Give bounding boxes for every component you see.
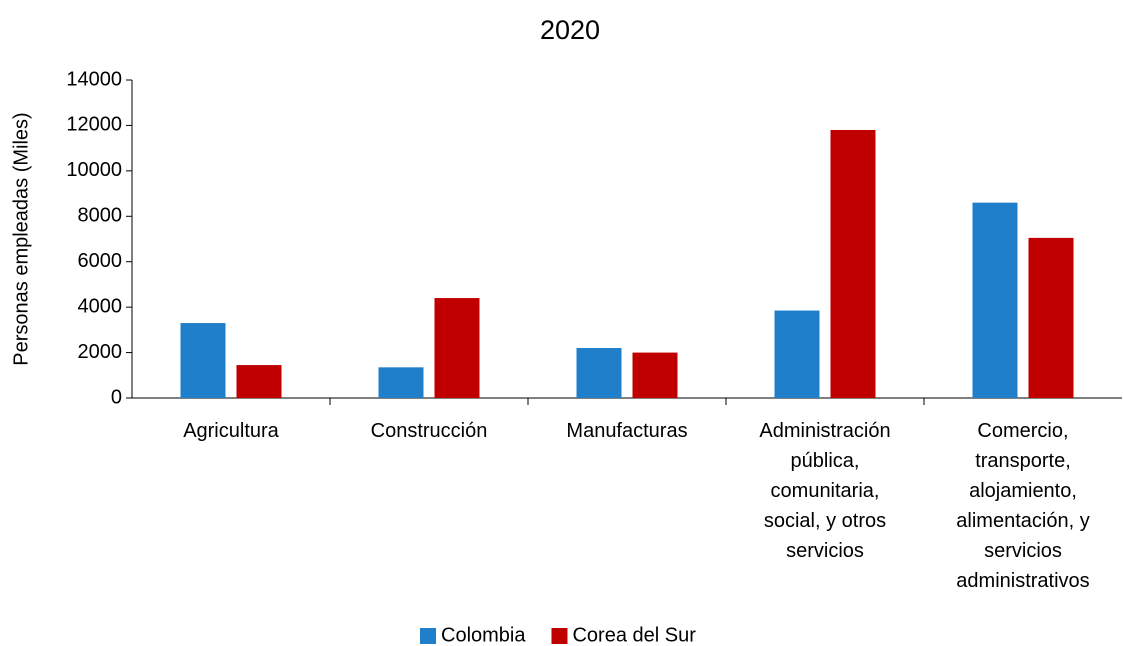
x-tick-label: Manufacturas [566,420,688,442]
x-tick-label: Construcción [370,420,488,442]
legend-label: Colombia [441,624,526,646]
bar [576,348,622,398]
bar [632,352,678,398]
bar [180,323,226,398]
bar [236,365,282,398]
y-tick-label: 12000 [66,114,122,136]
x-tick-label: Comercio, transporte, alojamiento, alime… [956,420,1090,592]
bar [1028,237,1074,398]
bar [378,367,424,398]
bar [972,202,1018,398]
x-tick-label: Administración pública, comunitaria, soc… [759,420,891,562]
y-tick-label: 14000 [66,68,122,90]
y-tick-label: 6000 [78,250,123,272]
legend-swatch [420,628,436,644]
x-tick-label-box: Comercio, transporte, alojamiento, alime… [956,420,1090,592]
y-tick-label: 4000 [78,295,123,317]
x-tick-label-box: Administración pública, comunitaria, soc… [759,420,891,562]
y-tick-label: 8000 [78,205,123,227]
bar [830,129,876,398]
y-tick-label: 2000 [78,341,123,363]
y-tick-label: 0 [111,386,122,408]
x-tick-label-box: Agricultura [183,420,279,442]
bar [774,310,820,398]
chart-title: 2020 [540,15,600,45]
bar [434,298,480,398]
x-tick-label-box: Construcción [370,420,488,442]
x-tick-label-box: Manufacturas [566,420,688,442]
legend-label: Corea del Sur [572,624,696,646]
x-tick-label: Agricultura [183,420,279,442]
y-tick-label: 10000 [66,159,122,181]
y-axis-label: Personas empleadas (Miles) [10,112,32,365]
legend-swatch [551,628,568,644]
